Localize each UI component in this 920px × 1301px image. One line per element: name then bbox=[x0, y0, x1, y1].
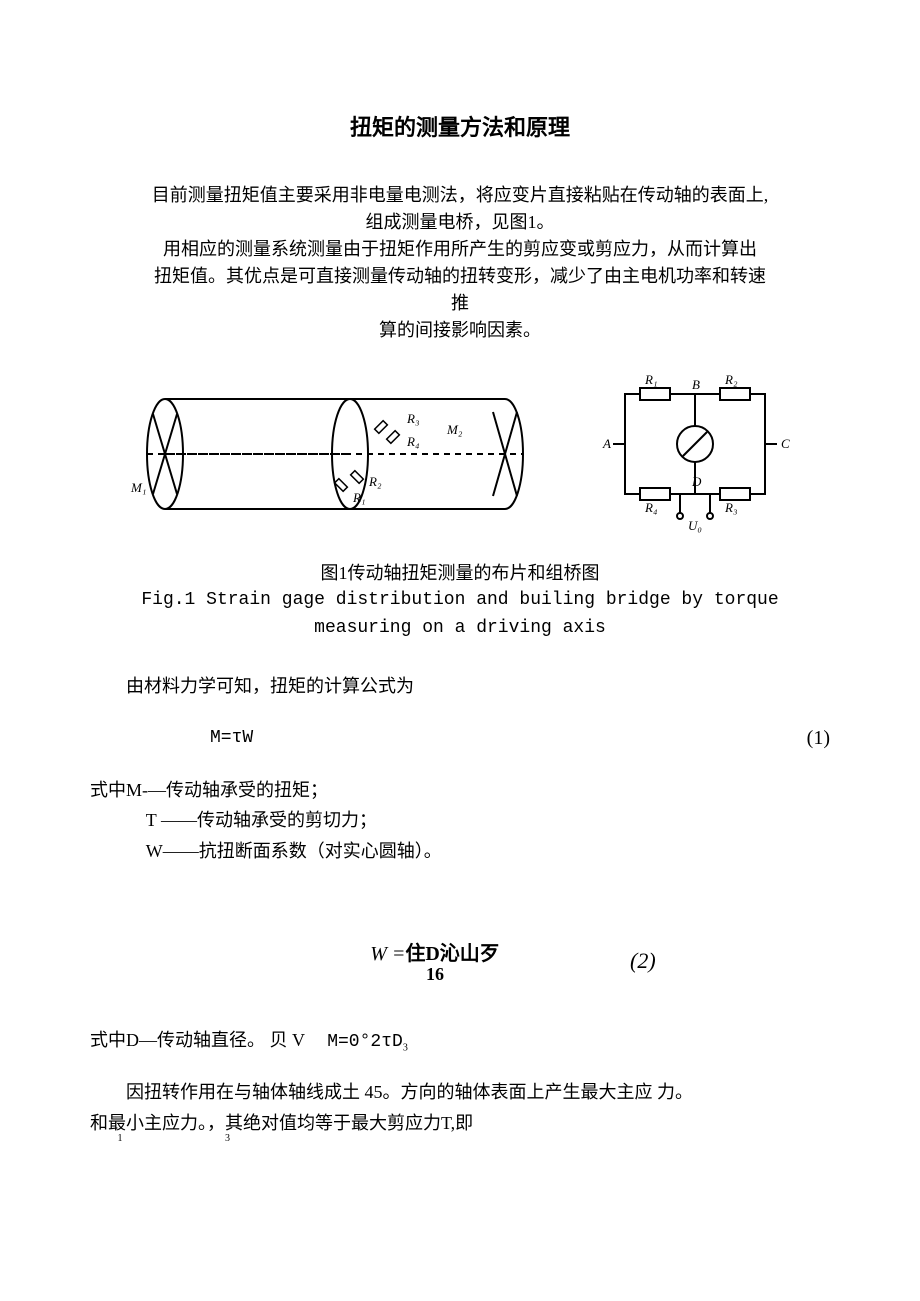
bridge-diagram: R₁ B R₂ A C R₄ D R₃ U₀ bbox=[595, 374, 795, 534]
sub-3: 3 bbox=[153, 1134, 303, 1144]
equation-1-number: (1) bbox=[770, 727, 830, 750]
equation-1: M=τW bbox=[210, 728, 770, 748]
bridge-u0: U₀ bbox=[688, 518, 702, 533]
label-m1: M₁ bbox=[130, 480, 146, 495]
bridge-r3: R₃ bbox=[724, 500, 737, 515]
page-title: 扭矩的测量方法和原理 bbox=[90, 110, 830, 142]
label-r4: R₄ bbox=[406, 434, 420, 449]
last-line-1: 因扭转作用在与轴体轴线成土 45。方向的轴体表面上产生最大主应 力。 bbox=[90, 1077, 830, 1108]
document-page: 扭矩的测量方法和原理 目前测量扭矩值主要采用非电量电测法，将应变片直接粘贴在传动… bbox=[0, 0, 920, 1204]
last-paragraph: 因扭转作用在与轴体轴线成土 45。方向的轴体表面上产生最大主应 力。 和最小主应… bbox=[90, 1077, 830, 1144]
bridge-a: A bbox=[602, 436, 611, 451]
def-m: 式中M-—传动轴承受的扭矩； bbox=[90, 775, 830, 806]
figure-caption-zh: 图1传动轴扭矩测量的布片和组桥图 bbox=[90, 559, 830, 585]
after-eq2-sub: 3 bbox=[403, 1042, 408, 1053]
eq2-main: 住D沁山歹 bbox=[405, 943, 499, 965]
bridge-r2: R₂ bbox=[724, 374, 738, 387]
def-w: W——抗扭断面系数（对实心圆轴）。 bbox=[90, 836, 830, 867]
intro-line-5: 推 bbox=[90, 290, 830, 317]
section-lead: 由材料力学可知，扭矩的计算公式为 bbox=[90, 671, 830, 702]
bridge-b: B bbox=[692, 377, 700, 392]
after-eq2: 式中D—传动轴直径。 贝 V M=0°2τD3 bbox=[90, 1025, 830, 1058]
definitions: 式中M-—传动轴承受的扭矩； T ——传动轴承受的剪切力； W——抗扭断面系数（… bbox=[90, 775, 830, 867]
after-eq2-a: 式中D—传动轴直径。 贝 V bbox=[90, 1030, 305, 1050]
figure-caption-en-2: measuring on a driving axis bbox=[90, 615, 830, 641]
shaft-diagram: M₁ M₂ R₁ R₂ R₃ R₄ bbox=[125, 374, 545, 534]
bridge-r4: R₄ bbox=[644, 500, 658, 515]
equation-2-number: (2) bbox=[630, 948, 830, 974]
intro-line-6: 算的间接影响因素。 bbox=[90, 317, 830, 344]
figure-1: M₁ M₂ R₁ R₂ R₃ R₄ bbox=[90, 374, 830, 534]
bridge-d: D bbox=[691, 474, 702, 489]
label-r3: R₃ bbox=[406, 411, 419, 426]
eq2-prefix: W = bbox=[370, 943, 405, 965]
after-eq2-b: M=0°2τD bbox=[327, 1032, 403, 1052]
label-m2: M₂ bbox=[446, 422, 463, 437]
intro-line-1: 目前测量扭矩值主要采用非电量电测法，将应变片直接粘贴在传动轴的表面上, bbox=[90, 182, 830, 209]
def-t: T ——传动轴承受的剪切力； bbox=[90, 805, 830, 836]
intro-line-3: 用相应的测量系统测量由于扭矩作用所产生的剪应变或剪应力，从而计算出 bbox=[90, 236, 830, 263]
label-r1: R₁ bbox=[352, 490, 365, 505]
intro-line-2: 组成测量电桥，见图1。 bbox=[90, 209, 830, 236]
equation-1-row: M=τW (1) bbox=[90, 727, 830, 750]
figure-caption-en-1: Fig.1 Strain gage distribution and buili… bbox=[90, 587, 830, 613]
eq2-denom: 16 bbox=[240, 964, 630, 985]
equation-2: W =住D沁山歹 16 bbox=[240, 937, 630, 985]
sub-1: 1 bbox=[90, 1134, 150, 1144]
bridge-c: C bbox=[781, 436, 790, 451]
bridge-r1: R₁ bbox=[644, 374, 657, 387]
equation-2-row: W =住D沁山歹 16 (2) bbox=[90, 937, 830, 985]
label-r2: R₂ bbox=[368, 474, 382, 489]
intro-line-4: 扭矩值。其优点是可直接测量传动轴的扭转变形，减少了由主电机功率和转速 bbox=[90, 263, 830, 290]
